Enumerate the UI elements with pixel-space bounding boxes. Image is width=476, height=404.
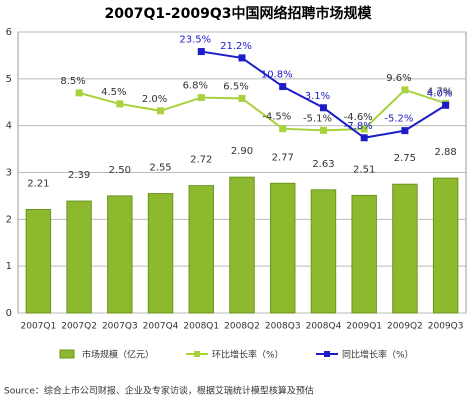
- line-value-label: 3.1%: [305, 91, 330, 102]
- x-tick-label: 2008Q2: [224, 322, 260, 332]
- y-tick-label: 3: [6, 168, 12, 179]
- bar-value-label: 2.50: [109, 165, 131, 176]
- legend-marker: [324, 351, 330, 357]
- y-tick-label: 0: [6, 308, 12, 319]
- line-value-label: 4.5%: [101, 87, 126, 98]
- legend-label: 市场规模（亿元）: [82, 349, 154, 361]
- line-value-label: -4.5%: [262, 112, 291, 123]
- legend-marker: [194, 351, 200, 357]
- x-tick-label: 2008Q1: [183, 322, 219, 332]
- line-value-label: 6.5%: [223, 81, 248, 92]
- bar-value-label: 2.75: [394, 153, 416, 164]
- line-marker: [401, 127, 409, 135]
- line-marker: [238, 54, 246, 62]
- x-tick-label: 2009Q3: [428, 322, 464, 332]
- x-tick-label: 2007Q3: [102, 322, 138, 332]
- bar-value-label: 2.72: [190, 155, 212, 166]
- line-value-label: -4.6%: [344, 112, 373, 123]
- x-tick-label: 2007Q1: [21, 322, 57, 332]
- y-tick-label: 2: [6, 214, 12, 225]
- line-value-label: 10.8%: [261, 70, 293, 81]
- bar-value-label: 2.90: [231, 146, 253, 157]
- line-value-label: 8.5%: [60, 76, 85, 87]
- line-value-label: 9.6%: [386, 73, 411, 84]
- source-note: Source：综合上市公司财报、企业及专家访谈，根据艾瑞统计模型核算及预估: [4, 385, 314, 397]
- line-marker: [360, 125, 368, 133]
- line-marker: [279, 125, 287, 133]
- line-value-label: -7.8%: [344, 121, 373, 132]
- line-marker: [116, 100, 124, 108]
- line: [78, 88, 446, 132]
- y-tick-label: 4: [6, 121, 12, 132]
- line-marker: [238, 94, 246, 102]
- line-value-label: 2.0%: [142, 94, 167, 105]
- bar: [432, 177, 459, 314]
- legend-label: 环比增长率（%）: [212, 349, 284, 361]
- line-marker: [360, 134, 368, 142]
- bar: [229, 176, 255, 314]
- bar: [392, 183, 418, 314]
- line-value-label: 23.5%: [179, 35, 211, 46]
- line-marker: [401, 86, 409, 94]
- bar-value-label: 2.51: [353, 164, 375, 175]
- y-tick-label: 1: [6, 261, 12, 272]
- bar: [107, 195, 133, 314]
- bar-value-label: 2.88: [435, 147, 457, 158]
- chart-title: 2007Q1-2009Q3中国网络招聘市场规模: [104, 5, 372, 22]
- line-marker: [279, 83, 287, 91]
- bar-value-label: 2.77: [272, 152, 294, 163]
- bar-value-label: 2.39: [68, 170, 90, 181]
- line-marker: [197, 48, 205, 56]
- bar: [188, 185, 214, 314]
- line-value-label: -5.1%: [303, 113, 332, 124]
- x-tick-label: 2009Q1: [346, 322, 382, 332]
- bar: [25, 208, 52, 314]
- y-tick-label: 6: [6, 27, 12, 38]
- bar: [270, 182, 296, 314]
- bar: [351, 194, 377, 314]
- x-tick-label: 2008Q3: [265, 322, 301, 332]
- line-marker: [319, 104, 327, 112]
- line-value-label: 4.0%: [427, 88, 452, 99]
- line-marker: [157, 107, 165, 115]
- line-value-label: 21.2%: [220, 41, 252, 52]
- bar-value-label: 2.63: [312, 159, 334, 170]
- legend-label: 同比增长率（%）: [342, 349, 414, 361]
- bar-value-label: 2.55: [149, 163, 171, 174]
- x-tick-label: 2007Q2: [61, 322, 97, 332]
- line-value-label: 6.8%: [183, 81, 208, 92]
- line-value-label: 4.7%: [427, 86, 452, 97]
- line-value-label: -5.2%: [384, 114, 413, 125]
- x-tick-label: 2007Q4: [143, 322, 179, 332]
- line-marker: [197, 94, 205, 102]
- x-tick-label: 2008Q4: [306, 322, 342, 332]
- bar: [66, 200, 92, 314]
- line-marker: [75, 89, 83, 97]
- bar: [310, 189, 337, 314]
- y-tick-label: 5: [6, 74, 12, 85]
- legend-swatch: [59, 349, 75, 359]
- bar: [147, 193, 174, 314]
- line-marker: [442, 101, 450, 109]
- line-marker: [319, 126, 327, 134]
- bar-value-label: 2.21: [27, 178, 49, 189]
- x-tick-label: 2009Q2: [387, 322, 423, 332]
